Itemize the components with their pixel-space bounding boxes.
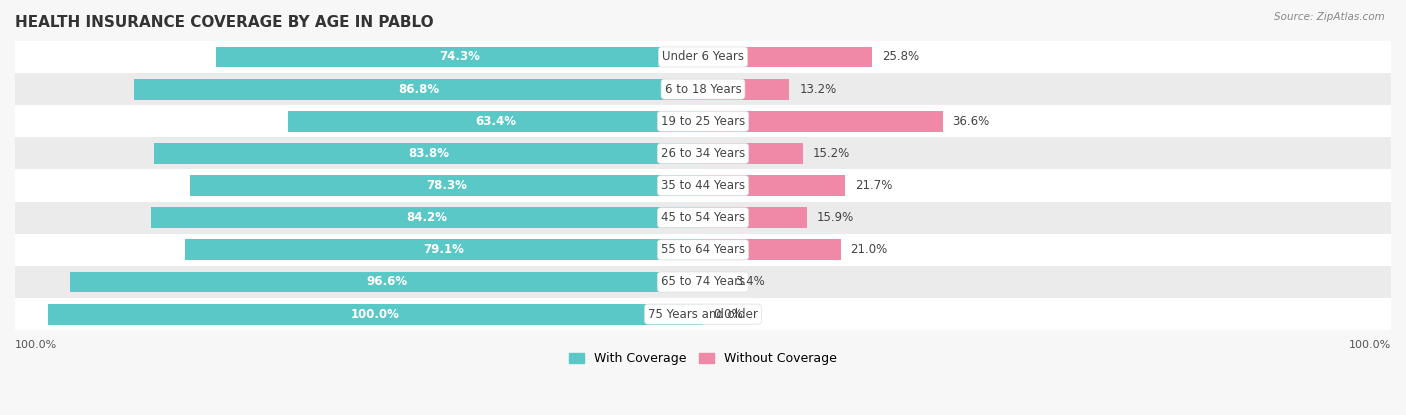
Bar [15,298,1391,330]
Text: 96.6%: 96.6% [366,276,408,288]
Text: 74.3%: 74.3% [439,51,479,63]
Text: 19 to 25 Years: 19 to 25 Years [661,115,745,128]
Text: 86.8%: 86.8% [398,83,439,95]
Bar [703,271,725,293]
Bar [15,202,1391,234]
Text: 55 to 64 Years: 55 to 64 Years [661,243,745,256]
Text: 25.8%: 25.8% [882,51,920,63]
Text: 21.0%: 21.0% [851,243,887,256]
Bar [15,73,1391,105]
Bar [703,239,841,260]
Text: 83.8%: 83.8% [408,147,449,160]
Text: 84.2%: 84.2% [406,211,447,224]
Bar [703,46,872,67]
Text: 6 to 18 Years: 6 to 18 Years [665,83,741,95]
Bar [153,143,703,164]
Bar [190,175,703,196]
Text: 78.3%: 78.3% [426,179,467,192]
Bar [703,207,807,228]
Bar [703,143,803,164]
Bar [70,271,703,293]
Bar [134,79,703,100]
Text: 100.0%: 100.0% [352,308,399,321]
Text: 75 Years and older: 75 Years and older [648,308,758,321]
Text: 3.4%: 3.4% [735,276,765,288]
Bar [703,111,943,132]
Bar [15,105,1391,137]
Bar [184,239,703,260]
Bar [15,266,1391,298]
Text: 45 to 54 Years: 45 to 54 Years [661,211,745,224]
Text: 65 to 74 Years: 65 to 74 Years [661,276,745,288]
Text: 21.7%: 21.7% [855,179,893,192]
Text: 0.0%: 0.0% [713,308,742,321]
Text: 15.2%: 15.2% [813,147,849,160]
Text: 63.4%: 63.4% [475,115,516,128]
Legend: With Coverage, Without Coverage: With Coverage, Without Coverage [564,347,842,370]
Bar [703,79,790,100]
Text: Source: ZipAtlas.com: Source: ZipAtlas.com [1274,12,1385,22]
Bar [15,234,1391,266]
Text: 36.6%: 36.6% [953,115,990,128]
Text: 15.9%: 15.9% [817,211,855,224]
Text: HEALTH INSURANCE COVERAGE BY AGE IN PABLO: HEALTH INSURANCE COVERAGE BY AGE IN PABL… [15,15,433,30]
Text: 35 to 44 Years: 35 to 44 Years [661,179,745,192]
Text: 79.1%: 79.1% [423,243,464,256]
Bar [48,304,703,325]
Bar [15,169,1391,202]
Text: 13.2%: 13.2% [800,83,837,95]
Text: 100.0%: 100.0% [15,340,58,350]
Bar [288,111,703,132]
Text: 26 to 34 Years: 26 to 34 Years [661,147,745,160]
Text: 100.0%: 100.0% [1348,340,1391,350]
Bar [217,46,703,67]
Text: Under 6 Years: Under 6 Years [662,51,744,63]
Bar [15,137,1391,169]
Bar [703,175,845,196]
Bar [152,207,703,228]
Bar [15,41,1391,73]
